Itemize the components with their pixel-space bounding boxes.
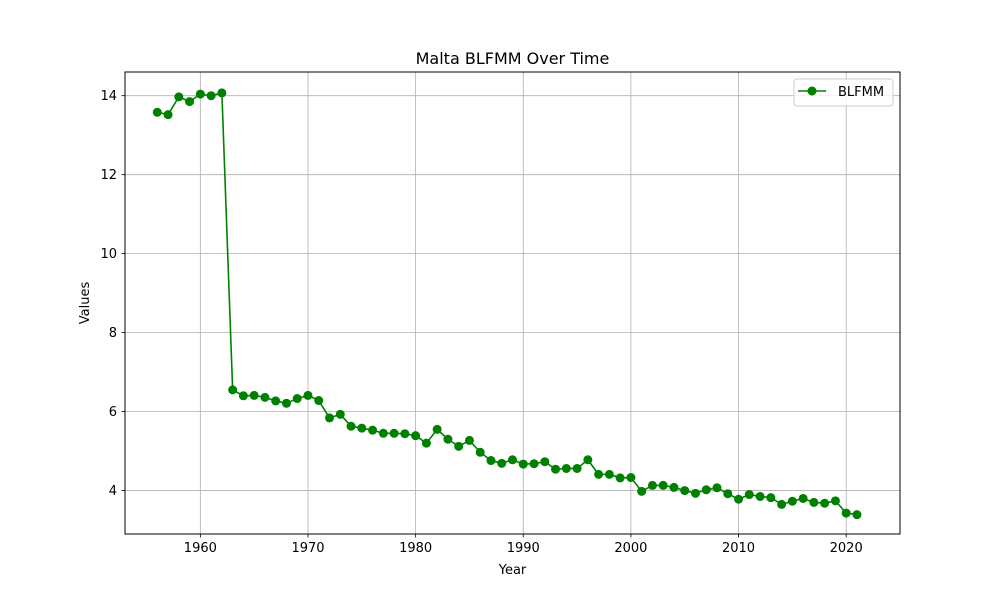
data-point [411, 431, 421, 441]
data-point [325, 413, 335, 423]
legend: BLFMM [793, 78, 894, 107]
y-tick-label: 14 [100, 89, 117, 104]
data-point [357, 423, 367, 433]
data-point [734, 494, 744, 504]
data-point [335, 409, 345, 419]
data-point [755, 491, 765, 501]
data-point [185, 97, 195, 107]
data-point [238, 391, 248, 401]
data-point [744, 490, 754, 500]
data-point [669, 482, 679, 492]
x-tick-label: 1960 [184, 541, 217, 556]
x-tick-label: 2010 [722, 541, 755, 556]
data-point [152, 107, 162, 117]
data-point [583, 455, 593, 465]
data-point [712, 483, 722, 493]
data-point [389, 428, 399, 438]
data-point [594, 469, 604, 479]
legend-frame [793, 78, 894, 107]
data-point [378, 428, 388, 438]
data-point [540, 457, 550, 467]
data-point [701, 485, 711, 495]
data-point [809, 497, 819, 507]
data-point [604, 469, 614, 479]
data-point [454, 441, 464, 451]
data-point [475, 447, 485, 457]
y-tick-label: 12 [100, 168, 117, 183]
x-tick-label: 2000 [614, 541, 647, 556]
data-point [271, 396, 281, 406]
data-point [529, 459, 539, 469]
data-point [777, 499, 787, 509]
data-point [292, 394, 302, 404]
legend-series-marker [807, 86, 817, 96]
series-layer [152, 88, 862, 520]
chart-title: Malta BLFMM Over Time [416, 49, 610, 68]
data-point [852, 510, 862, 520]
data-point [432, 424, 442, 434]
data-point [626, 473, 636, 483]
data-point [615, 473, 625, 483]
data-point [766, 493, 776, 503]
x-tick-label: 1970 [291, 541, 324, 556]
data-point [260, 392, 270, 402]
data-point [647, 480, 657, 490]
y-tick-label: 8 [109, 326, 117, 341]
data-point [281, 398, 291, 408]
x-tick-label: 1990 [507, 541, 540, 556]
plot-area-frame [124, 71, 901, 535]
data-point [830, 496, 840, 506]
data-point [464, 435, 474, 445]
data-point [195, 89, 205, 99]
data-point [787, 496, 797, 506]
data-point [637, 486, 647, 496]
data-point [368, 425, 378, 435]
data-point [421, 438, 431, 448]
data-point [518, 459, 528, 469]
data-point [658, 480, 668, 490]
data-point [346, 421, 356, 431]
data-point [206, 91, 216, 101]
data-point [303, 390, 313, 400]
y-axis-ticks: 4 6 8 10 12 14 [100, 89, 125, 499]
data-point [798, 493, 808, 503]
legend-series-label: BLFMM [838, 85, 884, 100]
x-tick-label: 2020 [830, 541, 863, 556]
y-axis-label: Values [78, 282, 93, 325]
y-tick-label: 10 [100, 247, 117, 262]
data-point [841, 508, 851, 518]
y-tick-label: 4 [109, 484, 117, 499]
data-point [217, 88, 227, 98]
data-point [486, 456, 496, 466]
y-tick-label: 6 [109, 405, 117, 420]
data-point [551, 464, 561, 474]
data-point [572, 463, 582, 473]
data-point [508, 455, 517, 465]
data-point [820, 498, 830, 508]
data-point [228, 385, 238, 395]
data-point [174, 92, 184, 102]
data-point [690, 488, 700, 498]
data-point [497, 458, 507, 468]
data-point [163, 110, 173, 120]
data-point [443, 434, 453, 444]
data-point [561, 463, 571, 473]
data-point [249, 390, 259, 400]
data-point [314, 396, 324, 406]
x-axis-ticks: 1960 1970 1980 1990 2000 2010 2020 [184, 534, 863, 556]
data-point [400, 429, 410, 439]
data-point [680, 486, 690, 496]
grid [125, 72, 900, 534]
x-axis-label: Year [498, 563, 527, 578]
x-tick-label: 1980 [399, 541, 432, 556]
data-point [723, 489, 733, 499]
